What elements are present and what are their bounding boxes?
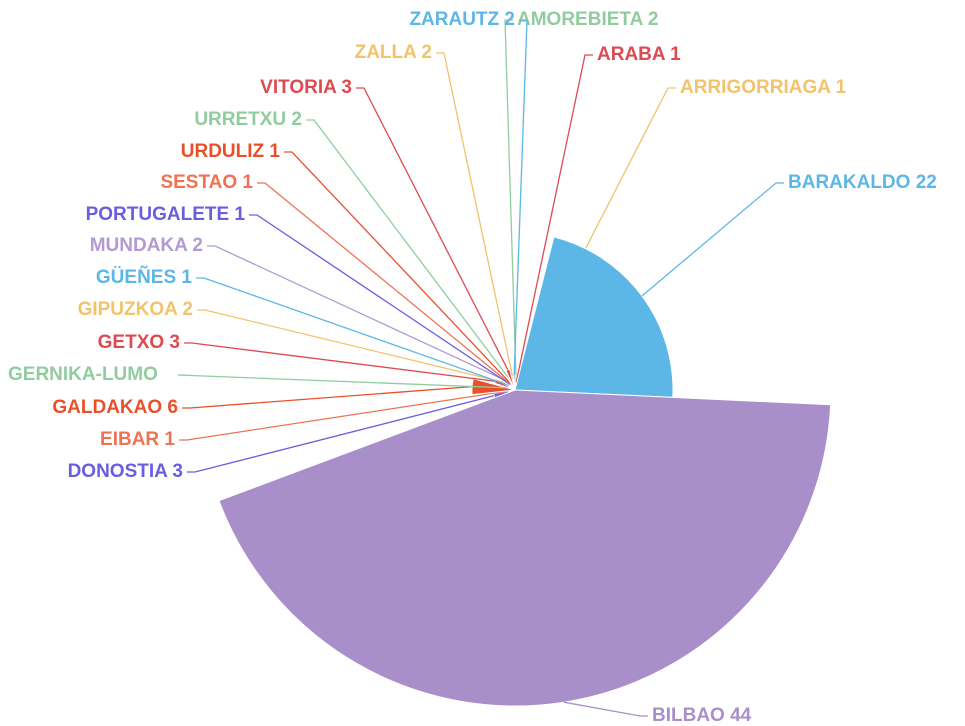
leader-line (436, 52, 513, 377)
slice-label: SESTAO 1 (160, 172, 253, 193)
slice-label: BARAKALDO 22 (788, 172, 937, 193)
slice-label: EIBAR 1 (100, 429, 175, 450)
slice-label: GIPUZKOA 2 (78, 299, 193, 320)
slice-label: ZALLA 2 (355, 42, 432, 63)
slice-label: URRETXU 2 (194, 109, 302, 130)
leader-line (249, 214, 511, 386)
leader-line (641, 182, 784, 297)
slice-label: VITORIA 3 (260, 77, 352, 98)
pie-slice (514, 236, 674, 398)
slice-label: GÜEÑES 1 (96, 266, 193, 288)
leader-line (207, 245, 505, 381)
leader-line (563, 701, 648, 717)
leader-line (184, 342, 496, 382)
pie-slice (218, 389, 832, 707)
slice-label: DONOSTIA 3 (68, 461, 183, 482)
leader-line (179, 390, 508, 441)
leader-line (515, 54, 593, 384)
leader-line (182, 386, 473, 409)
slice-label: BILBAO 44 (652, 705, 752, 726)
slice-label: GERNIKA-LUMO (8, 364, 158, 385)
leader-line (187, 395, 495, 473)
slice-label: MUNDAKA 2 (90, 235, 203, 256)
leader-line (257, 182, 512, 385)
leader-line (504, 19, 517, 376)
slice-label: ZARAUTZ 2 (409, 9, 515, 30)
slice-label: PORTUGALETE 1 (86, 204, 246, 225)
leader-line (356, 87, 509, 370)
leader-line (196, 277, 510, 387)
leader-line (306, 119, 509, 378)
slice-label: ARRIGORRIAGA 1 (680, 77, 847, 98)
slice-label: GALDAKAO 6 (52, 397, 178, 418)
slice-label: AMOREBIETA 2 (517, 9, 658, 30)
leader-line (177, 374, 509, 389)
leader-line (284, 151, 512, 385)
slice-label: GETXO 3 (98, 332, 180, 353)
slice-label: ARABA 1 (597, 44, 681, 65)
leader-line (197, 309, 504, 383)
leader-line (513, 19, 528, 376)
slice-label: URDULIZ 1 (181, 141, 281, 162)
